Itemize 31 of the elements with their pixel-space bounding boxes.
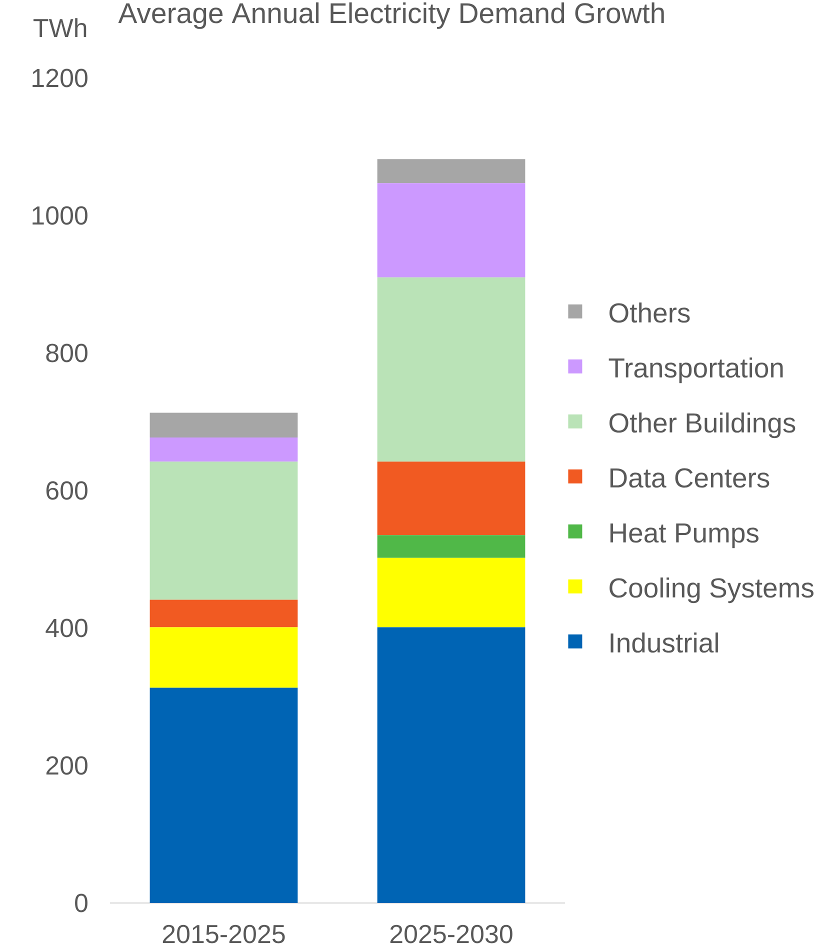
legend-label: Heat Pumps xyxy=(610,523,758,548)
bar xyxy=(377,277,526,462)
bar xyxy=(150,438,298,462)
bar xyxy=(150,627,298,688)
legend-label: Cooling Systems xyxy=(610,577,814,604)
x-tick-label: 2025-2030 xyxy=(390,924,512,944)
x-tick-label: 2015-2025 xyxy=(162,924,285,944)
bar xyxy=(377,159,526,184)
legend-label: Others xyxy=(610,302,690,323)
y-tick-label: 1200 xyxy=(32,68,88,88)
y-tick-label: 600 xyxy=(46,481,88,500)
legend-label: Transportation xyxy=(608,357,783,384)
bar xyxy=(377,462,526,536)
bar xyxy=(377,535,526,558)
bar xyxy=(377,558,526,628)
bar xyxy=(377,627,526,903)
bar xyxy=(150,688,298,903)
y-tick-label: 200 xyxy=(46,756,88,775)
y-axis-title: TWh xyxy=(33,18,86,37)
y-tick-label: 0 xyxy=(75,894,88,912)
bar xyxy=(150,600,298,628)
legend-label: Industrial xyxy=(610,632,718,653)
chart-title: Average Annual Electricity Demand Growth xyxy=(118,2,664,29)
y-tick-label: 400 xyxy=(46,618,88,638)
y-tick-label: 800 xyxy=(46,344,88,362)
y-tick-label: 1000 xyxy=(32,206,88,225)
bar xyxy=(150,462,298,600)
bar xyxy=(150,412,298,438)
legend-label: Other Buildings xyxy=(610,412,796,438)
legend-label: Data Centers xyxy=(610,468,770,488)
bar xyxy=(377,183,526,278)
